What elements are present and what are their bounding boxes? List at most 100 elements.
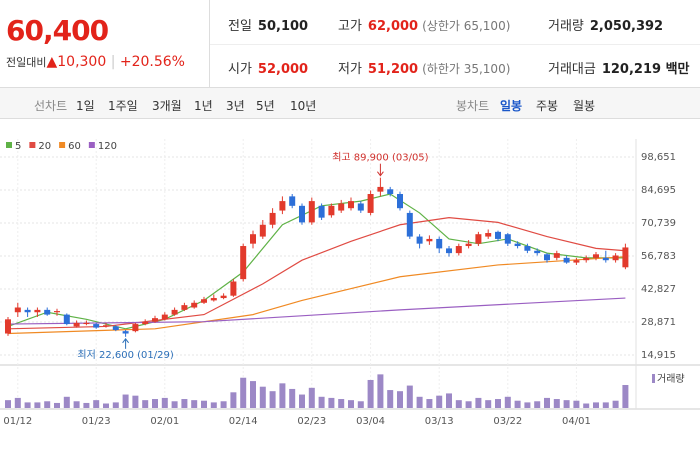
x-tick-label: 03/13 <box>425 416 454 427</box>
volume-bar <box>83 402 90 408</box>
toolbar-item[interactable]: 1주일 <box>108 99 138 113</box>
toolbar-item[interactable]: 3개월 <box>152 99 182 113</box>
legend-swatch <box>88 142 95 148</box>
candle-body <box>338 203 345 211</box>
candle-body <box>24 309 31 313</box>
quote-cell: 저가 51,200 (하한가 35,100) <box>338 58 510 77</box>
quote-label: 고가 <box>338 19 362 34</box>
change-pct: +20.56% <box>119 54 185 70</box>
volume-bar <box>387 390 394 408</box>
volume-bar <box>524 402 531 408</box>
volume-bar <box>377 374 384 408</box>
candle-body <box>250 234 256 244</box>
candle-body <box>240 246 247 280</box>
x-tick-label: 03/22 <box>493 416 522 427</box>
candle-body <box>475 234 482 244</box>
candle-body <box>553 253 560 258</box>
candle-body <box>465 243 472 247</box>
legend-swatch <box>29 142 36 148</box>
candle-body <box>181 305 188 310</box>
price: 60,400 <box>6 14 109 47</box>
toolbar: 선차트 1일 1주일 3개월 1년 3년 5년 10년 봉차트 일봉 주봉 월봉 <box>0 88 700 119</box>
volume-bar <box>289 388 296 408</box>
volume-bar <box>436 395 443 408</box>
annotation: 최고 89,900 (03/05) <box>332 152 428 164</box>
candle-body <box>397 194 403 209</box>
candle-body <box>34 309 41 313</box>
quote-cell: 시가 52,000 <box>228 58 308 77</box>
toolbar-item[interactable]: 10년 <box>290 99 317 113</box>
y-tick-label: 98,651 <box>641 152 676 163</box>
volume-bar <box>612 400 619 408</box>
candle-body <box>191 302 198 308</box>
y-tick-label: 84,695 <box>641 185 676 196</box>
volume-bar <box>357 401 364 408</box>
toolbar-item[interactable]: 1년 <box>194 99 213 113</box>
toolbar-item[interactable]: 5년 <box>256 99 275 113</box>
toolbar-item[interactable]: 3년 <box>226 99 245 113</box>
moving-average <box>7 217 626 330</box>
quote-label: 거래량 <box>548 19 584 34</box>
candle-body <box>367 194 374 213</box>
candle-body <box>602 257 609 261</box>
annotation-arrowhead <box>122 337 129 344</box>
candle-body <box>259 224 266 237</box>
volume-bar <box>338 399 345 408</box>
y-tick-label: 56,783 <box>641 251 676 262</box>
volume-bar <box>397 391 403 408</box>
candle-body <box>348 201 354 209</box>
candle-body <box>524 246 531 251</box>
volume-bar <box>210 402 217 408</box>
quote-cell: 고가 62,000 (상한가 65,100) <box>338 15 510 34</box>
candle-body <box>210 298 217 301</box>
candle-body <box>289 196 296 206</box>
volume-bar <box>406 385 413 408</box>
volume-bar <box>142 400 149 408</box>
legend-label: 5 <box>15 141 21 152</box>
volume-bar <box>93 400 100 408</box>
volume-legend-swatch <box>652 374 655 383</box>
candle-body <box>142 321 149 325</box>
separator <box>210 44 700 45</box>
toolbar-item[interactable]: 일봉 <box>500 99 523 113</box>
toolbar-item[interactable]: 주봉 <box>536 99 559 113</box>
candle-body <box>93 324 100 328</box>
volume-bar <box>73 401 80 408</box>
volume-bar <box>269 391 276 408</box>
candle-body <box>387 189 394 195</box>
x-tick-label: 02/01 <box>150 416 179 427</box>
candle-body <box>563 257 570 263</box>
candle-body <box>436 238 443 249</box>
candle-body <box>416 236 423 244</box>
volume-bar <box>308 387 315 408</box>
volume-bar <box>553 399 560 408</box>
legend-swatch <box>6 142 12 148</box>
toolbar-item[interactable]: 1일 <box>76 99 95 113</box>
quote-cell: 거래대금 120,219 백만 <box>548 58 690 77</box>
candle-body <box>220 295 227 299</box>
volume-bar <box>220 401 227 408</box>
candle-body <box>83 322 90 325</box>
candle-body <box>612 255 619 261</box>
x-tick-label: 01/23 <box>82 416 111 427</box>
candle-body <box>534 250 541 254</box>
quote-value: 50,100 <box>257 19 309 34</box>
quote-note: (상한가 65,100) <box>422 19 511 33</box>
candle-body <box>230 281 237 296</box>
legend-label: 60 <box>68 141 81 152</box>
volume-bar <box>171 401 178 408</box>
volume-bar <box>348 400 354 408</box>
y-tick-label: 14,915 <box>641 350 676 361</box>
candle-body <box>504 234 511 244</box>
volume-bar <box>230 392 237 408</box>
candle-body <box>593 254 599 258</box>
toolbar-item[interactable]: 월봉 <box>573 99 596 113</box>
volume-bar <box>426 399 433 408</box>
volume-bar <box>318 396 325 408</box>
candle-body <box>455 246 462 254</box>
quote-cell: 전일 50,100 <box>228 15 308 34</box>
volume-bar <box>534 401 541 408</box>
volume-bar <box>132 395 139 408</box>
volume-bar <box>583 403 590 408</box>
volume-bar <box>103 403 109 408</box>
